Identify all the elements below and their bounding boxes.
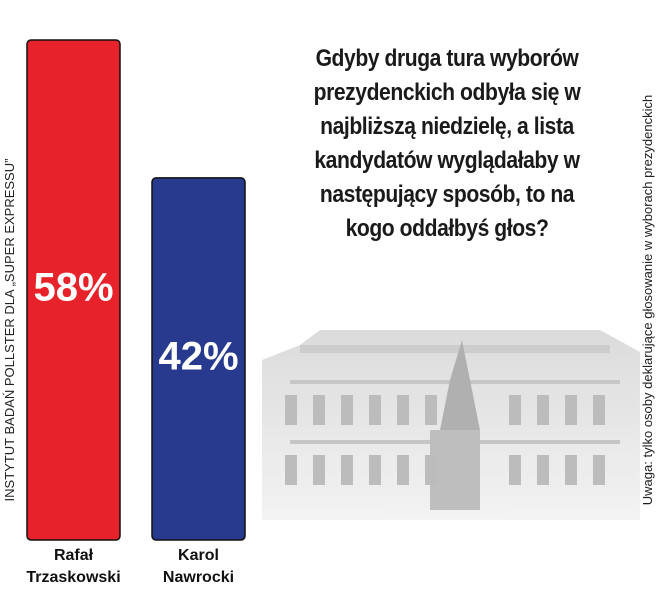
value-label: 58% <box>33 266 113 310</box>
category-label: Karol Nawrocki <box>163 547 234 586</box>
value-label: 42% <box>158 335 238 379</box>
windows <box>285 395 605 485</box>
source-note: INSTYTUT BADAŃ POLLSTER DLA „SUPER EXPRE… <box>2 159 17 502</box>
category-label: Rafał Trzaskowski <box>26 547 120 586</box>
bar <box>151 177 246 541</box>
bar <box>26 39 121 541</box>
footnote: Uwaga: tylko osoby deklarujące głosowani… <box>640 95 655 505</box>
chart-title: Gdyby druga tura wyborów prezydenckich o… <box>313 45 581 242</box>
